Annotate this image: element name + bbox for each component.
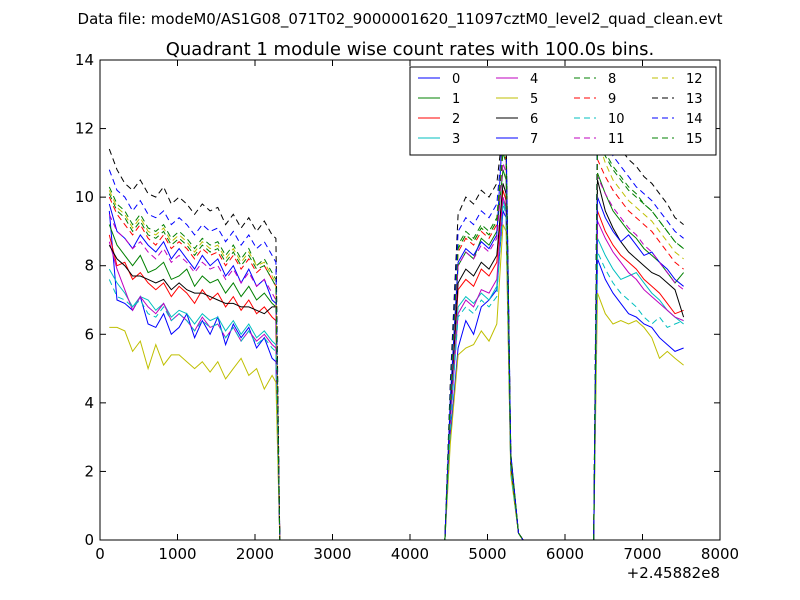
series-14-line bbox=[593, 121, 684, 540]
series-5-line bbox=[109, 326, 281, 540]
x-tick-label: 3000 bbox=[313, 545, 351, 563]
y-tick-label: 12 bbox=[75, 120, 94, 138]
y-tick-label: 8 bbox=[84, 257, 94, 275]
series-2-line bbox=[593, 210, 684, 540]
series-1-line bbox=[444, 169, 524, 540]
series-13-line bbox=[108, 148, 281, 540]
x-offset-label: +2.45882e8 bbox=[627, 564, 720, 582]
series-12-line bbox=[108, 190, 281, 540]
legend-label-4: 4 bbox=[530, 72, 538, 87]
legend-label-8: 8 bbox=[608, 72, 616, 87]
series-10-line bbox=[593, 251, 684, 540]
y-tick-label: 4 bbox=[84, 394, 94, 412]
legend-label-13: 13 bbox=[686, 92, 703, 107]
x-tick-label: 6000 bbox=[546, 545, 584, 563]
y-tick-label: 14 bbox=[75, 51, 94, 69]
series-6-line bbox=[593, 179, 685, 540]
chart-title: Quadrant 1 module wise count rates with … bbox=[166, 39, 655, 60]
chart-suptitle: Data file: modeM0/AS1G08_071T02_90000016… bbox=[78, 10, 723, 29]
legend-label-10: 10 bbox=[608, 112, 625, 127]
x-tick-label: 5000 bbox=[468, 545, 506, 563]
y-tick-label: 10 bbox=[75, 188, 94, 206]
series-8-line bbox=[108, 186, 281, 540]
series-7-line bbox=[593, 196, 684, 540]
series-6-line bbox=[108, 244, 281, 540]
legend-label-2: 2 bbox=[452, 112, 460, 127]
series-lines bbox=[108, 104, 685, 540]
series-9-line bbox=[593, 159, 684, 540]
series-12-line bbox=[593, 138, 684, 540]
series-5-line bbox=[593, 292, 684, 540]
legend-label-0: 0 bbox=[452, 72, 460, 87]
series-5-line bbox=[444, 224, 524, 540]
series-1-line bbox=[593, 172, 684, 540]
legend-label-14: 14 bbox=[686, 112, 703, 127]
series-0-line bbox=[593, 258, 684, 540]
legend-label-15: 15 bbox=[686, 132, 703, 147]
x-tick-label: 8000 bbox=[701, 545, 739, 563]
series-11-line bbox=[108, 214, 281, 540]
legend-frame bbox=[409, 66, 717, 156]
x-tick-label: 7000 bbox=[623, 545, 661, 563]
legend-label-5: 5 bbox=[530, 92, 538, 107]
x-tick-label: 4000 bbox=[391, 545, 429, 563]
series-11-line bbox=[593, 176, 684, 540]
series-10-line bbox=[444, 203, 524, 540]
series-15-line bbox=[108, 193, 281, 540]
legend-label-11: 11 bbox=[608, 132, 625, 147]
series-2-line bbox=[108, 234, 281, 540]
series-14-line bbox=[108, 169, 281, 540]
legend-label-9: 9 bbox=[608, 92, 616, 107]
legend-label-3: 3 bbox=[452, 132, 460, 147]
series-4-line bbox=[108, 241, 281, 540]
plot-frame bbox=[99, 59, 721, 541]
series-13-line bbox=[444, 128, 524, 540]
y-tick-label: 0 bbox=[84, 531, 94, 549]
series-8-line bbox=[593, 140, 684, 540]
series-9-line bbox=[108, 196, 281, 540]
x-tick-label: 0 bbox=[95, 545, 105, 563]
series-1-line bbox=[108, 224, 281, 540]
legend-label-1: 1 bbox=[452, 92, 460, 107]
series-10-line bbox=[108, 279, 281, 540]
series-7-line bbox=[108, 203, 281, 540]
axis-ticks: 0 1000 2000 3000 4000 5000 6000 7000 80000246810… bbox=[75, 51, 739, 563]
series-11-line bbox=[444, 162, 524, 540]
x-tick-label: 1000 bbox=[158, 545, 196, 563]
series-15-line bbox=[444, 152, 524, 540]
legend-label-12: 12 bbox=[686, 72, 703, 87]
y-tick-label: 6 bbox=[84, 325, 94, 343]
legend-label-6: 6 bbox=[530, 112, 538, 127]
y-tick-label: 2 bbox=[84, 462, 94, 480]
legend-label-7: 7 bbox=[530, 132, 538, 147]
x-tick-label: 2000 bbox=[236, 545, 274, 563]
series-4-line bbox=[593, 220, 684, 540]
